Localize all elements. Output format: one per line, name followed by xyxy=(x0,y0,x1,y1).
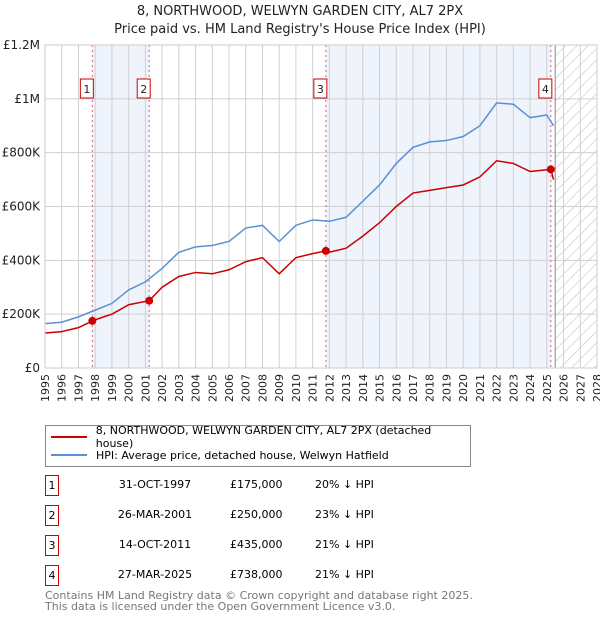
sale-date: 26-MAR-2001 xyxy=(117,508,193,521)
plot-area: 1995 1996 1997 1998 1999 2000 2001 2002 2003 2004… xyxy=(2,38,600,402)
y-tick-label: £1.2M xyxy=(3,38,40,52)
sale-label-number: 2 xyxy=(140,83,147,96)
x-tick-label: 2017 xyxy=(407,374,420,402)
sale-point xyxy=(145,296,154,305)
plot-border xyxy=(44,44,598,369)
sale-price: £250,000 xyxy=(230,508,283,521)
chart-title: 8, NORTHWOOD, WELWYN GARDEN CITY, AL7 2P… xyxy=(136,4,464,19)
sale-label-number: 4 xyxy=(542,83,549,96)
legend: 8, NORTHWOOD, WELWYN GARDEN CITY, AL7 2P… xyxy=(45,424,471,467)
x-tick-label: 2028 xyxy=(591,374,600,402)
sale-point xyxy=(321,246,330,255)
sale-point xyxy=(546,165,555,174)
sale-row: 3 14-OCT-2011 £435,000 21% ↓ HPI xyxy=(45,535,445,557)
sale-label-box: 1 xyxy=(79,78,94,99)
y-tick-label: £200K xyxy=(2,307,42,321)
sale-row: 2 26-MAR-2001 £250,000 23% ↓ HPI xyxy=(45,505,445,527)
x-tick-label: 2007 xyxy=(240,374,253,402)
sale-hpi-diff: 21% ↓ HPI xyxy=(315,568,374,581)
x-tick-label: 2006 xyxy=(223,374,236,402)
x-tick-label: 2001 xyxy=(139,374,152,402)
x-tick-label: 2010 xyxy=(290,374,303,402)
x-tick-label: 2002 xyxy=(156,374,169,402)
x-tick-label: 2016 xyxy=(390,374,403,402)
sale-hpi-diff: 21% ↓ HPI xyxy=(315,538,374,551)
sale-label-border xyxy=(313,78,328,99)
x-tick-label: 2000 xyxy=(123,374,136,402)
x-tick-label: 2015 xyxy=(374,374,387,402)
y-tick-label: £0 xyxy=(25,361,40,375)
sale-label-box: 2 xyxy=(136,78,151,99)
x-tick-label: 2021 xyxy=(474,374,487,402)
y-tick-label: £1M xyxy=(14,92,40,106)
x-tick-label: 2027 xyxy=(574,374,587,402)
x-tick-label: 2003 xyxy=(173,374,186,402)
sale-date: 27-MAR-2025 xyxy=(117,568,193,581)
sale-number: 2 xyxy=(45,505,59,526)
y-tick-label: £600K xyxy=(2,200,42,214)
y-tick-label: £800K xyxy=(2,146,42,160)
sale-row: 1 31-OCT-1997 £175,000 20% ↓ HPI xyxy=(45,475,445,497)
legend-label-property: 8, NORTHWOOD, WELWYN GARDEN CITY, AL7 2P… xyxy=(95,424,432,450)
series-line xyxy=(44,159,555,334)
x-tick-label: 2014 xyxy=(357,374,370,402)
footer-line-2: This data is licensed under the Open Gov… xyxy=(45,600,396,613)
footer-line-1: Contains HM Land Registry data © Crown c… xyxy=(45,589,473,602)
x-tick-label: 1997 xyxy=(72,374,85,402)
x-tick-label: 2013 xyxy=(340,374,353,402)
sale-label-border xyxy=(79,78,94,99)
x-tick-label: 2023 xyxy=(507,374,520,402)
y-tick-label: £400K xyxy=(2,253,42,267)
x-tick-label: 2008 xyxy=(256,374,269,402)
x-tick-label: 2025 xyxy=(541,374,554,402)
sale-price: £175,000 xyxy=(230,478,283,491)
x-tick-label: 2011 xyxy=(307,374,320,402)
legend-label-hpi: HPI: Average price, detached house, Welw… xyxy=(96,448,389,462)
sale-hpi-diff: 20% ↓ HPI xyxy=(315,478,374,491)
sale-date: 31-OCT-1997 xyxy=(118,478,192,491)
legend-swatch-hpi xyxy=(51,454,87,456)
sale-label-box: 3 xyxy=(313,78,328,99)
x-tick-label: 2004 xyxy=(190,374,203,402)
x-tick-label: 2026 xyxy=(558,374,571,402)
sale-label-box: 4 xyxy=(538,78,553,99)
legend-swatch-property xyxy=(51,436,87,438)
series-line xyxy=(44,102,555,325)
sale-hpi-diff: 23% ↓ HPI xyxy=(315,508,374,521)
x-tick-label: 1999 xyxy=(106,374,119,402)
x-tick-label: 2024 xyxy=(524,374,537,402)
sale-label-number: 1 xyxy=(83,83,90,96)
sale-date: 14-OCT-2011 xyxy=(118,538,192,551)
sale-point xyxy=(88,316,97,325)
sale-number: 3 xyxy=(45,535,59,556)
x-tick-label: 1995 xyxy=(39,374,52,402)
sale-number: 1 xyxy=(45,475,59,496)
x-tick-label: 2018 xyxy=(424,374,437,402)
sale-number: 4 xyxy=(45,565,59,586)
footer: Contains HM Land Registry data © Crown c… xyxy=(45,590,473,612)
x-tick-label: 2005 xyxy=(206,374,219,402)
sale-row: 4 27-MAR-2025 £738,000 21% ↓ HPI xyxy=(45,565,445,587)
x-tick-label: 2019 xyxy=(440,374,453,402)
sale-label-number: 3 xyxy=(317,83,324,96)
x-tick-label: 1996 xyxy=(56,374,69,402)
x-tick-label: 2012 xyxy=(323,374,336,402)
sale-label-border xyxy=(538,78,553,99)
sale-price: £738,000 xyxy=(230,568,283,581)
x-tick-label: 2022 xyxy=(491,374,504,402)
chart-subtitle: Price paid vs. HM Land Registry's House … xyxy=(114,22,486,37)
sale-label-border xyxy=(136,78,151,99)
x-tick-label: 1998 xyxy=(89,374,102,402)
x-tick-label: 2020 xyxy=(457,374,470,402)
sale-price: £435,000 xyxy=(230,538,283,551)
x-tick-label: 2009 xyxy=(273,374,286,402)
